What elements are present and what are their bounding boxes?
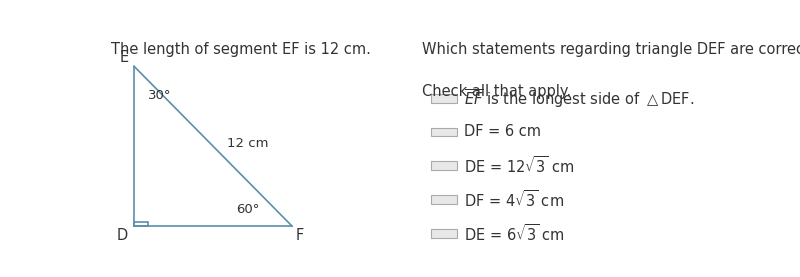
Text: 60°: 60° bbox=[237, 203, 260, 216]
Text: DF = 4$\sqrt{3}$ cm: DF = 4$\sqrt{3}$ cm bbox=[464, 189, 564, 210]
Text: 12 cm: 12 cm bbox=[226, 137, 268, 150]
Text: 30°: 30° bbox=[148, 89, 171, 102]
Text: DE = 12$\sqrt{3}$ cm: DE = 12$\sqrt{3}$ cm bbox=[464, 155, 574, 176]
FancyBboxPatch shape bbox=[431, 94, 457, 103]
Text: DF = 6 cm: DF = 6 cm bbox=[464, 124, 541, 140]
FancyBboxPatch shape bbox=[431, 127, 457, 137]
Text: E: E bbox=[120, 50, 129, 65]
FancyBboxPatch shape bbox=[431, 161, 457, 170]
Text: The length of segment EF is 12 cm.: The length of segment EF is 12 cm. bbox=[111, 42, 371, 57]
Text: Check all that apply.: Check all that apply. bbox=[422, 84, 571, 99]
Text: Which statements regarding triangle DEF are correct?: Which statements regarding triangle DEF … bbox=[422, 42, 800, 57]
FancyBboxPatch shape bbox=[431, 195, 457, 204]
Text: D: D bbox=[117, 229, 128, 243]
Text: F: F bbox=[295, 229, 303, 243]
Text: $\overline{EF}$ is the longest side of $\triangle$DEF.: $\overline{EF}$ is the longest side of $… bbox=[464, 87, 694, 110]
FancyBboxPatch shape bbox=[431, 229, 457, 238]
Text: DE = 6$\sqrt{3}$ cm: DE = 6$\sqrt{3}$ cm bbox=[464, 223, 565, 243]
